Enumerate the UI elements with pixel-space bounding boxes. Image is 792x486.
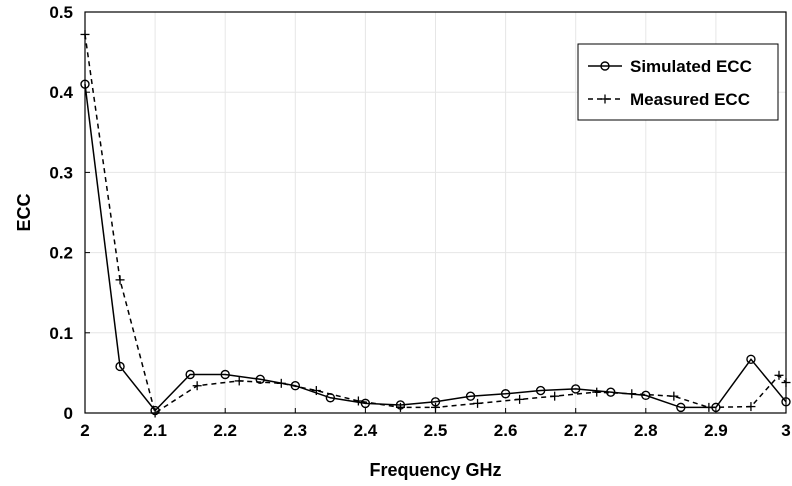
plot-area-frame [84,11,787,414]
x-tick-label: 2.2 [213,421,237,440]
data-point-simulated-ecc [676,402,686,413]
data-point-simulated-ecc [535,385,546,396]
data-point-simulated-ecc [115,361,125,372]
data-point-simulated-ecc [185,369,195,380]
data-point-simulated-ecc [290,381,300,391]
data-point-measured-ecc [746,402,756,412]
x-tick-label: 2 [80,421,89,440]
data-point-measured-ecc [704,402,714,412]
data-point-measured-ecc [627,389,637,399]
data-point-simulated-ecc [220,369,230,380]
y-tick-label: 0.1 [49,324,73,343]
legend-item-simulated [588,61,622,71]
data-point-simulated-ecc [360,398,371,409]
data-point-simulated-ecc [571,384,581,394]
x-tick-label: 2.5 [424,421,448,440]
series-line-measured-ecc [84,34,787,415]
data-point-measured-ecc [276,378,286,388]
data-point-measured-ecc [669,391,679,401]
x-tick-label: 2.7 [564,421,588,440]
data-point-measured-ecc [515,394,525,404]
x-tick-label: 2.4 [354,421,378,440]
y-tick-label: 0.2 [49,244,73,263]
y-tick-label: 0.3 [49,163,73,182]
data-point-measured-ecc [473,398,483,408]
x-tick-label: 2.8 [634,421,658,440]
legend: Simulated ECC Measured ECC [577,43,779,121]
data-point-measured-ecc [550,391,560,401]
series-line-simulated-ecc [84,84,787,412]
data-point-measured-ecc [311,386,321,396]
data-point-simulated-ecc [465,391,476,401]
x-tick-label: 2.1 [143,421,167,440]
data-point-measured-ecc [192,381,202,391]
legend-label-simulated: Simulated ECC [630,57,752,76]
legend-marker [600,61,610,71]
data-point-measured-ecc [592,387,602,397]
y-tick-label: 0.5 [49,3,73,22]
y-tick-label: 0.4 [49,83,73,102]
data-point-measured-ecc [115,275,125,285]
data-point-simulated-ecc [746,354,756,364]
y-tick-label: 0 [64,404,73,423]
legend-label-measured: Measured ECC [630,90,750,109]
y-axis-title: ECC [14,193,34,231]
data-point-measured-ecc [395,402,405,412]
data-point-simulated-ecc [255,374,265,385]
tick-labels: 2 2.1 2.2 2.3 2.4 2.5 2.6 2.7 2.8 2.9 3 0 0.1 0.2 0.3 0… [49,3,790,440]
x-tick-label: 3 [781,421,790,440]
x-tick-label: 2.6 [494,421,518,440]
data-point-measured-ecc [431,402,440,412]
data-point-measured-ecc [774,370,784,380]
data-point-measured-ecc [353,396,363,406]
data-point-simulated-ecc [500,389,511,399]
legend-item-measured [588,94,622,104]
x-tick-label: 2.3 [283,421,307,440]
x-tick-label: 2.9 [704,421,728,440]
x-axis-title: Frequency GHz [369,460,501,480]
data-point-measured-ecc [234,376,244,386]
legend-box [577,43,779,121]
legend-marker [600,94,610,104]
